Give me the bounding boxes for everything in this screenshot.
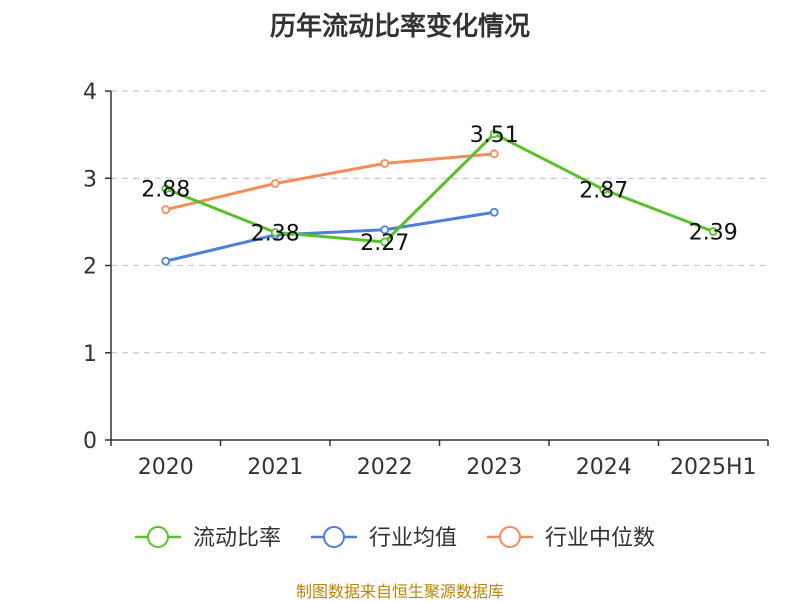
data-point bbox=[380, 225, 390, 235]
y-tick-label: 0 bbox=[83, 429, 97, 454]
data-label: 2.27 bbox=[360, 231, 409, 256]
y-tick-label: 4 bbox=[83, 80, 97, 105]
data-point bbox=[380, 159, 390, 168]
legend-label: 流动比率 bbox=[193, 526, 281, 551]
series-line bbox=[165, 132, 714, 244]
data-point bbox=[489, 129, 499, 139]
x-tick-label: 2021 bbox=[247, 455, 303, 480]
data-label: 2.38 bbox=[251, 221, 300, 246]
series-line bbox=[165, 210, 495, 263]
data-label: 2.88 bbox=[141, 178, 190, 203]
data-point bbox=[270, 179, 280, 188]
y-tick-label: 2 bbox=[83, 255, 97, 280]
data-point bbox=[708, 227, 718, 236]
legend-swatch-marker bbox=[323, 526, 345, 548]
data-point bbox=[161, 205, 171, 215]
legend-label: 行业均值 bbox=[369, 526, 457, 551]
legend-swatch-marker bbox=[147, 526, 169, 548]
legend-label: 行业中位数 bbox=[545, 526, 655, 551]
data-point bbox=[380, 237, 390, 247]
data-label: 2.39 bbox=[689, 220, 738, 245]
x-tick-label: 2020 bbox=[138, 455, 194, 480]
y-tick-label: 1 bbox=[83, 342, 97, 367]
data-source-note: 制图数据来自恒生聚源数据库 bbox=[295, 582, 504, 601]
x-tick-label: 2023 bbox=[466, 455, 522, 480]
chart-title: 历年流动比率变化情况 bbox=[269, 12, 530, 42]
x-tick-label: 2025H1 bbox=[670, 455, 757, 480]
data-point bbox=[161, 256, 171, 266]
data-point bbox=[489, 149, 499, 159]
y-tick-label: 3 bbox=[83, 167, 97, 192]
legend-swatch-marker bbox=[499, 526, 521, 548]
data-label: 2.87 bbox=[579, 179, 628, 204]
data-point bbox=[489, 207, 499, 217]
x-tick-label: 2024 bbox=[576, 455, 632, 480]
data-point bbox=[270, 227, 280, 237]
series-line bbox=[165, 152, 495, 212]
data-label: 3.51 bbox=[470, 123, 519, 148]
x-tick-label: 2022 bbox=[357, 455, 413, 480]
data-point bbox=[599, 185, 609, 194]
data-point bbox=[161, 184, 171, 194]
